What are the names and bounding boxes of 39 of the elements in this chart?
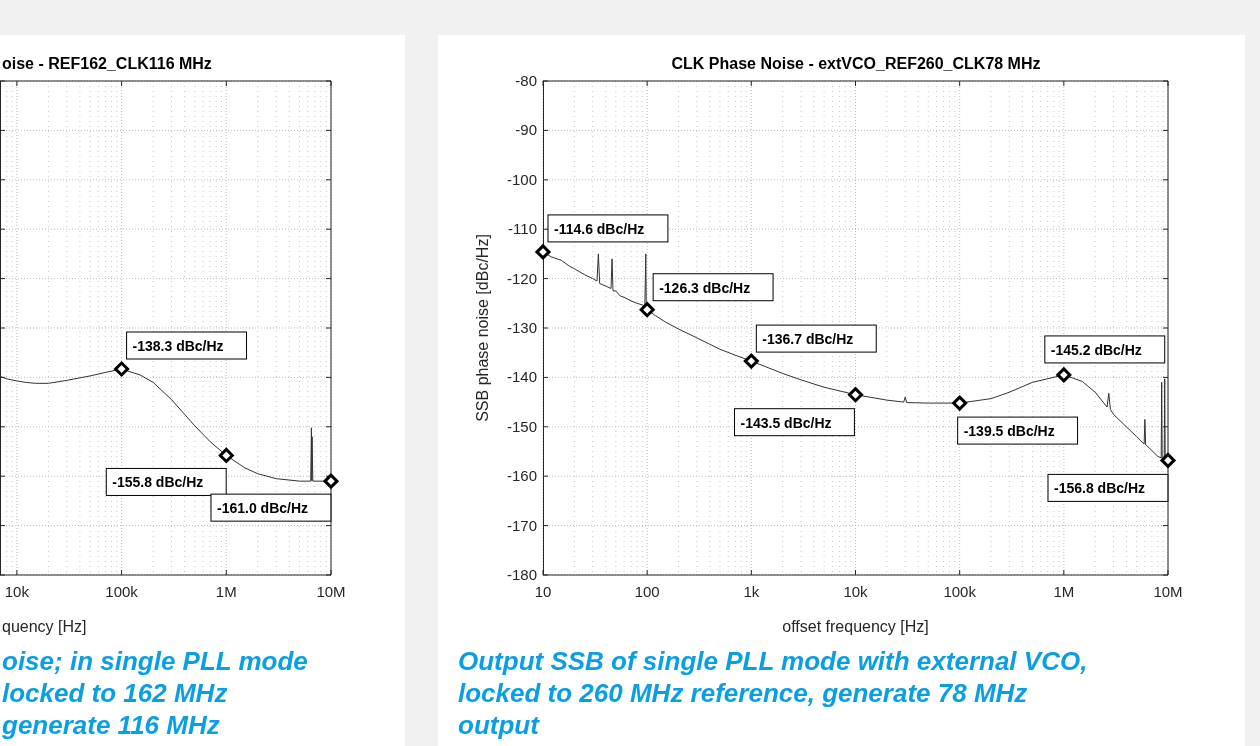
y-tick-label: -160 [506,467,537,485]
annotation: -114.6 dBc/Hz [554,220,645,237]
y-tick-label: -140 [506,368,537,386]
annotation: -136.7 dBc/Hz [762,331,854,348]
x-tick-label: 100k [105,583,139,600]
annotation: -143.5 dBc/Hz [740,414,832,431]
chart-title: CLK Phase Noise - extVCO_REF260_CLK78 MHz [671,55,1041,72]
annotation: -126.3 dBc/Hz [659,279,751,296]
annotation: -138.3 dBc/Hz [132,338,224,354]
x-axis-title: offset frequency [Hz] [782,618,929,635]
x-tick-label: 1M [215,583,237,600]
y-axis-title: SSB phase noise [dBc/Hz] [474,234,491,422]
y-tick-label: -170 [506,516,537,534]
text: Output SSB of single PLL mode with external VCO, locked to 260 MHz reference, generate 78 MHz output [458,646,1088,740]
y-tick-label: -120 [506,269,537,287]
text: oise; in single PLL mode locked to 162 MHz generate 116 MHz [1,646,308,740]
chart-title: oise - REF162_CLK116 MHz [2,55,212,72]
y-tick-label: -90 [515,121,537,139]
x-tick-label: 1k [743,583,760,600]
y-tick-label: -130 [506,319,537,336]
x-tick-label: 10k [4,583,30,600]
x-tick-label: 10M [1153,583,1183,600]
annotation: -155.8 dBc/Hz [112,474,204,491]
x-tick-label: 100k [943,583,977,600]
annotation: -156.8 dBc/Hz [1054,480,1146,497]
x-tick-label: 1M [1053,583,1075,600]
x-tick-label: 10M [316,583,346,600]
annotation: -145.2 dBc/Hz [1050,341,1142,358]
y-tick-label: -150 [506,417,537,435]
x-tick-label: 100 [634,583,660,600]
x-tick-label: 10k [843,583,869,600]
annotation: -161.0 dBc/Hz [217,500,309,517]
y-tick-label: -100 [506,170,537,188]
y-tick-label: -110 [508,220,537,238]
annotation: -139.5 dBc/Hz [963,423,1055,440]
x-tick-label: 10 [534,583,552,600]
y-tick-label: -80 [515,72,537,89]
x-axis-title: quency [Hz] [2,618,87,635]
y-tick-label: -180 [506,566,537,583]
